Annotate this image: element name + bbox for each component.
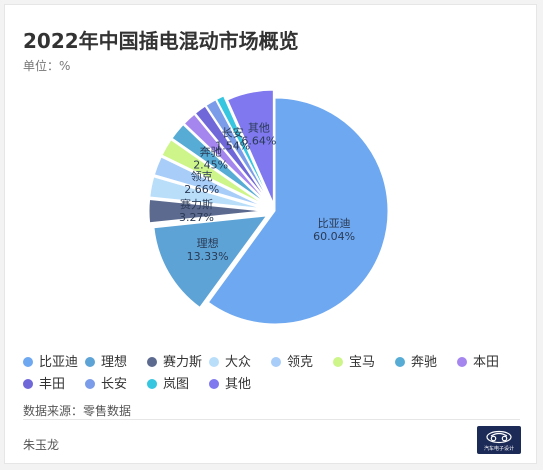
legend-label: 赛力斯 [163, 355, 203, 370]
legend-label: 比亚迪 [39, 355, 79, 370]
legend-row: 比亚迪 理想 赛力斯 大众 领克 宝马 奔驰 本田 [23, 351, 523, 373]
legend-label: 丰田 [39, 377, 66, 392]
legend-label: 本田 [473, 355, 500, 370]
legend-item: 赛力斯 [147, 351, 209, 370]
slice-label: 理想 13.33% [187, 236, 229, 263]
slice-label: 领克 2.66% [184, 170, 219, 196]
legend-swatch [333, 357, 343, 367]
chart-card: 2022年中国插电混动市场概览 单位：% 比亚迪 60.04% 理想 13.33% 赛力… [4, 4, 537, 464]
legend-swatch [23, 379, 33, 389]
pie-slice [161, 139, 265, 205]
legend-item: 长安 [85, 373, 147, 392]
legend-item: 理想 [85, 351, 147, 370]
slice-label: 其他 6.64% [241, 122, 276, 148]
legend-swatch [209, 379, 219, 389]
legend-item: 奔驰 [395, 351, 457, 370]
divider [23, 419, 520, 420]
legend-item: 丰田 [23, 373, 85, 392]
unit-label: 单位：% [23, 59, 71, 73]
legend-swatch [457, 357, 467, 367]
legend-item: 比亚迪 [23, 351, 85, 370]
chart-title: 2022年中国插电混动市场概览 [23, 29, 299, 53]
pie-slice [153, 215, 268, 309]
logo-text: 汽车电子设计 [483, 446, 514, 452]
data-source: 数据来源：零售数据 [23, 404, 132, 418]
legend-label: 岚图 [163, 377, 190, 392]
legend-swatch [271, 357, 281, 367]
legend-item: 其他 [209, 373, 271, 392]
legend-label: 长安 [101, 377, 128, 392]
legend-label: 理想 [101, 355, 128, 370]
legend-item: 本田 [457, 351, 519, 370]
pie-slice [153, 156, 264, 207]
legend-item: 领克 [271, 351, 333, 370]
legend-label: 奔驰 [411, 355, 438, 370]
pie-slice [183, 113, 267, 202]
pie-slice [207, 97, 389, 325]
brand-logo: 汽车电子设计 [477, 426, 521, 454]
pie-slice [194, 105, 268, 201]
legend: 比亚迪 理想 赛力斯 大众 领克 宝马 奔驰 本田丰田 长安 岚图 其他 [23, 351, 523, 395]
legend-item: 大众 [209, 351, 271, 370]
legend-item: 岚图 [147, 373, 209, 392]
pie-slice [215, 95, 270, 200]
legend-label: 领克 [287, 355, 314, 370]
slice-label: 比亚迪 60.04% [313, 217, 355, 243]
legend-swatch [147, 357, 157, 367]
slice-label: 长安 1.54% [215, 126, 250, 153]
slice-label: 奔驰 2.45% [193, 144, 228, 171]
car-logo-icon [486, 430, 512, 444]
legend-swatch [209, 357, 219, 367]
pie-slice [226, 89, 274, 204]
legend-swatch [23, 357, 33, 367]
legend-row: 丰田 长安 岚图 其他 [23, 373, 523, 395]
pie-slice [149, 176, 263, 210]
pie-slice [148, 199, 263, 224]
legend-swatch [85, 379, 95, 389]
legend-swatch [85, 357, 95, 367]
legend-swatch [395, 357, 405, 367]
legend-swatch [147, 379, 157, 389]
legend-item: 宝马 [333, 351, 395, 370]
pie-slice [205, 99, 269, 201]
slice-label: 赛力斯 3.27% [179, 197, 214, 224]
pie-slice [171, 124, 266, 204]
pie-chart: 比亚迪 60.04% 理想 13.33% 赛力斯 3.27%领克 2.66%奔驰 2.45%长… [148, 89, 389, 325]
author-name: 朱玉龙 [23, 438, 60, 452]
legend-label: 大众 [225, 355, 252, 370]
legend-label: 宝马 [349, 355, 376, 370]
legend-label: 其他 [225, 377, 252, 392]
